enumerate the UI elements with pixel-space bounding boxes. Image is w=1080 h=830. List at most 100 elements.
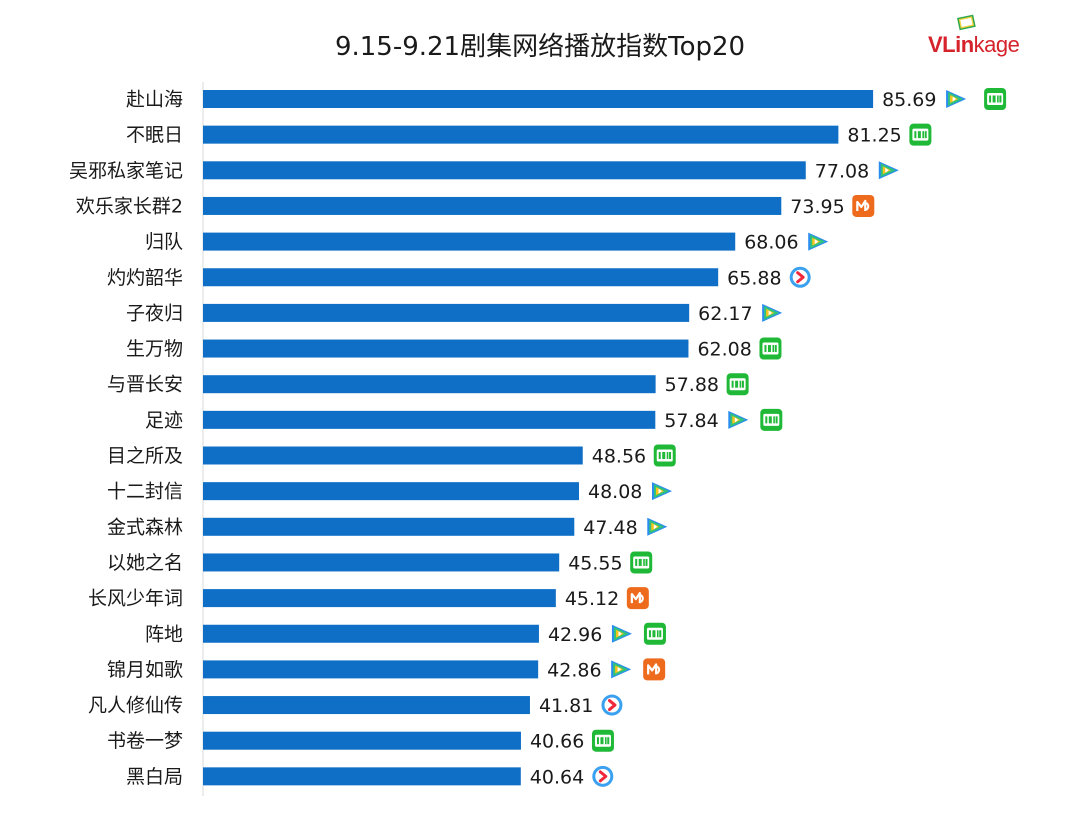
iqiyi-icon bbox=[909, 123, 932, 146]
tencent-video-icon bbox=[611, 624, 632, 643]
data-label: 48.56 bbox=[592, 446, 646, 468]
data-label: 62.17 bbox=[698, 303, 752, 325]
category-label: 灼灼韶华 bbox=[107, 267, 183, 289]
vlinkage-logo: VLinkage bbox=[928, 14, 1038, 64]
mango-tv-icon bbox=[626, 587, 649, 610]
bar bbox=[203, 268, 719, 287]
bar bbox=[203, 517, 575, 536]
category-label: 生万物 bbox=[126, 338, 183, 360]
tencent-video-icon bbox=[728, 410, 749, 429]
bar bbox=[203, 410, 656, 429]
category-label: 以她之名 bbox=[107, 552, 183, 574]
bar bbox=[203, 446, 583, 465]
iqiyi-icon bbox=[591, 729, 614, 752]
bar bbox=[203, 731, 521, 750]
mango-tv-icon bbox=[643, 658, 666, 681]
tencent-video-icon bbox=[878, 161, 899, 180]
bar-row: 不眠日 81.25 bbox=[126, 123, 932, 147]
bar-row: 阵地 42.96 bbox=[145, 622, 666, 646]
bar bbox=[203, 696, 530, 715]
bar-row: 十二封信 48.08 bbox=[107, 481, 672, 503]
tencent-video-icon bbox=[946, 90, 967, 108]
category-label: 阵地 bbox=[145, 623, 183, 645]
bar-row: 欢乐家长群2 73.95 bbox=[76, 194, 875, 218]
data-label: 57.88 bbox=[665, 374, 719, 396]
bar bbox=[203, 125, 839, 144]
iqiyi-icon bbox=[653, 444, 676, 467]
iqiyi-icon bbox=[760, 408, 783, 431]
bar bbox=[203, 589, 556, 608]
logo-text-rest: kage bbox=[973, 32, 1020, 57]
bar-row: 锦月如歌 42.86 bbox=[107, 658, 666, 681]
data-label: 45.12 bbox=[565, 588, 619, 610]
iqiyi-icon bbox=[630, 551, 653, 574]
bar-row: 赴山海 85.69 bbox=[126, 88, 1007, 111]
logo-text-v: VLin bbox=[928, 32, 974, 57]
data-label: 77.08 bbox=[815, 160, 869, 182]
tencent-video-icon bbox=[762, 303, 783, 322]
category-label: 长风少年词 bbox=[88, 588, 183, 610]
bar bbox=[203, 660, 539, 679]
data-label: 65.88 bbox=[727, 267, 781, 289]
bar bbox=[203, 303, 690, 322]
data-label: 47.48 bbox=[583, 517, 637, 539]
category-label: 不眠日 bbox=[126, 124, 183, 146]
category-label: 吴邪私家笔记 bbox=[69, 160, 183, 182]
youku-icon bbox=[601, 694, 623, 716]
bar-row: 与晋长安 57.88 bbox=[107, 373, 749, 396]
data-label: 40.66 bbox=[530, 731, 584, 753]
bar bbox=[203, 161, 806, 180]
data-label: 73.95 bbox=[790, 196, 844, 218]
data-label: 41.81 bbox=[539, 695, 593, 717]
tencent-video-icon bbox=[808, 232, 829, 251]
bar-row: 目之所及 48.56 bbox=[107, 444, 676, 468]
iqiyi-icon bbox=[984, 88, 1007, 110]
bar bbox=[203, 90, 874, 108]
category-label: 黑白局 bbox=[126, 766, 183, 788]
bar-row: 生万物 62.08 bbox=[126, 337, 782, 361]
category-label: 足迹 bbox=[145, 409, 183, 431]
category-label: 锦月如歌 bbox=[107, 659, 183, 681]
category-label: 欢乐家长群2 bbox=[76, 195, 183, 217]
category-label: 目之所及 bbox=[107, 445, 183, 467]
bar-row: 长风少年词 45.12 bbox=[88, 587, 649, 610]
bar-row: 灼灼韶华 65.88 bbox=[107, 266, 811, 289]
bar-row: 金式森林 47.48 bbox=[107, 516, 668, 539]
tencent-video-icon bbox=[647, 517, 668, 536]
data-label: 68.06 bbox=[744, 232, 798, 254]
category-label: 子夜归 bbox=[126, 302, 183, 324]
bar bbox=[203, 553, 560, 572]
category-label: 归队 bbox=[145, 231, 183, 253]
bar-row: 足迹 57.84 bbox=[145, 408, 783, 432]
bar-row: 子夜归 62.17 bbox=[126, 302, 783, 325]
data-label: 42.86 bbox=[547, 659, 601, 681]
bar bbox=[203, 624, 539, 643]
data-label: 62.08 bbox=[697, 339, 751, 361]
category-label: 金式森林 bbox=[107, 516, 183, 538]
data-label: 57.84 bbox=[664, 410, 718, 432]
category-label: 凡人修仙传 bbox=[88, 695, 183, 717]
bar bbox=[203, 232, 736, 251]
iqiyi-icon bbox=[643, 622, 666, 645]
data-label: 48.08 bbox=[588, 481, 642, 503]
data-label: 81.25 bbox=[847, 125, 901, 147]
chart-title: 9.15-9.21剧集网络播放指数Top20 bbox=[334, 32, 746, 62]
category-label: 与晋长安 bbox=[107, 374, 183, 396]
data-label: 85.69 bbox=[882, 89, 936, 111]
bar-row: 凡人修仙传 41.81 bbox=[88, 694, 623, 717]
youku-icon bbox=[789, 266, 811, 288]
bar bbox=[203, 482, 579, 501]
category-label: 书卷一梦 bbox=[107, 730, 183, 752]
bar-row: 归队 68.06 bbox=[145, 231, 829, 254]
category-label: 十二封信 bbox=[107, 481, 183, 503]
iqiyi-icon bbox=[759, 337, 782, 360]
bar bbox=[203, 767, 521, 786]
tencent-video-icon bbox=[651, 482, 672, 501]
logo-text: VLinkage bbox=[928, 32, 1020, 58]
data-label: 45.55 bbox=[568, 552, 622, 574]
logo-mark-icon bbox=[957, 14, 976, 31]
tencent-video-icon bbox=[611, 660, 632, 679]
data-label: 42.96 bbox=[548, 624, 602, 646]
bar-row: 书卷一梦 40.66 bbox=[107, 729, 614, 753]
